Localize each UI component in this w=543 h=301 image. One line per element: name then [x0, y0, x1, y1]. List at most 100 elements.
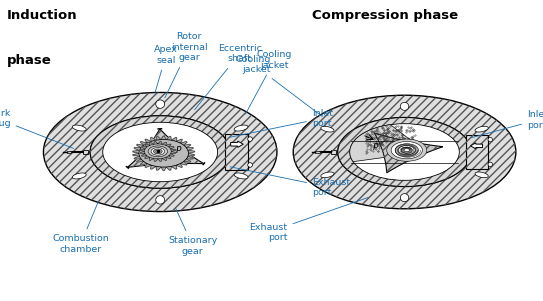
Polygon shape — [128, 129, 204, 167]
Bar — [466, 135, 488, 169]
Polygon shape — [142, 154, 147, 156]
Polygon shape — [133, 150, 140, 153]
Text: Cooling
jacket: Cooling jacket — [236, 55, 322, 116]
Polygon shape — [158, 141, 162, 144]
Polygon shape — [186, 148, 193, 150]
Ellipse shape — [321, 126, 334, 132]
Ellipse shape — [234, 125, 248, 131]
Polygon shape — [154, 159, 158, 161]
Ellipse shape — [103, 122, 218, 182]
Polygon shape — [331, 150, 336, 154]
Circle shape — [139, 140, 188, 167]
Polygon shape — [172, 165, 177, 169]
Polygon shape — [134, 156, 141, 159]
Text: Compression phase: Compression phase — [312, 9, 458, 22]
Circle shape — [151, 147, 165, 155]
Text: Rotor
internal
gear: Rotor internal gear — [165, 32, 207, 98]
Polygon shape — [172, 138, 177, 141]
Polygon shape — [137, 159, 144, 162]
Polygon shape — [145, 139, 151, 143]
Polygon shape — [169, 147, 174, 149]
Polygon shape — [166, 136, 172, 140]
Polygon shape — [134, 148, 141, 150]
Polygon shape — [140, 151, 145, 154]
Circle shape — [154, 149, 162, 154]
Text: Induction: Induction — [7, 9, 77, 22]
Text: Eccentric
shaft: Eccentric shaft — [194, 44, 262, 110]
Ellipse shape — [338, 117, 471, 187]
Polygon shape — [140, 161, 147, 165]
Bar — [315, 151, 320, 153]
Polygon shape — [83, 150, 88, 154]
Polygon shape — [231, 141, 243, 147]
Polygon shape — [137, 144, 144, 148]
Ellipse shape — [475, 126, 488, 132]
Polygon shape — [144, 144, 150, 147]
Ellipse shape — [400, 102, 409, 110]
Polygon shape — [176, 139, 182, 143]
Ellipse shape — [156, 196, 165, 204]
Polygon shape — [156, 166, 161, 170]
Circle shape — [399, 145, 415, 155]
Polygon shape — [184, 144, 191, 148]
Polygon shape — [161, 136, 166, 140]
Ellipse shape — [156, 100, 165, 108]
Text: Exhaust
port: Exhaust port — [230, 167, 350, 197]
Polygon shape — [162, 142, 167, 145]
Polygon shape — [133, 153, 140, 156]
Polygon shape — [188, 150, 194, 153]
Bar — [225, 134, 248, 170]
Bar — [466, 135, 488, 169]
Polygon shape — [140, 141, 147, 145]
Polygon shape — [145, 163, 151, 167]
Text: Stationary
gear: Stationary gear — [168, 208, 218, 256]
Ellipse shape — [350, 124, 459, 180]
Text: P: P — [373, 143, 378, 152]
Polygon shape — [188, 153, 194, 156]
Polygon shape — [374, 133, 443, 173]
Text: P: P — [176, 146, 181, 155]
Polygon shape — [150, 138, 156, 141]
Circle shape — [395, 144, 419, 157]
Ellipse shape — [488, 138, 493, 142]
Polygon shape — [171, 151, 176, 154]
Text: Exhaust
port: Exhaust port — [250, 197, 369, 242]
Text: Inlet
port: Inlet port — [471, 110, 543, 138]
Text: Combustion
chamber: Combustion chamber — [53, 201, 109, 254]
Polygon shape — [161, 167, 166, 170]
Polygon shape — [166, 156, 171, 159]
Circle shape — [404, 149, 409, 152]
Polygon shape — [180, 141, 187, 145]
Polygon shape — [176, 163, 182, 167]
Ellipse shape — [475, 172, 488, 178]
Circle shape — [148, 146, 168, 157]
Text: Cooling
jacket: Cooling jacket — [245, 50, 292, 114]
Polygon shape — [158, 159, 162, 161]
Ellipse shape — [338, 117, 471, 187]
Ellipse shape — [248, 163, 252, 167]
Polygon shape — [162, 157, 167, 160]
Circle shape — [401, 147, 412, 153]
Bar — [67, 151, 72, 153]
Ellipse shape — [234, 173, 248, 179]
Polygon shape — [470, 143, 482, 149]
Polygon shape — [166, 144, 171, 147]
Polygon shape — [140, 149, 145, 151]
Ellipse shape — [321, 172, 334, 178]
Polygon shape — [150, 165, 156, 169]
Ellipse shape — [72, 125, 86, 131]
Text: Inlet
port: Inlet port — [230, 109, 333, 137]
Bar — [225, 134, 248, 170]
Polygon shape — [186, 156, 193, 159]
Polygon shape — [180, 161, 187, 165]
Polygon shape — [144, 156, 150, 159]
Ellipse shape — [72, 173, 86, 179]
Polygon shape — [169, 154, 174, 156]
Ellipse shape — [90, 116, 230, 188]
Polygon shape — [166, 166, 172, 170]
Ellipse shape — [293, 95, 516, 209]
Polygon shape — [142, 147, 147, 149]
Polygon shape — [350, 125, 413, 162]
Ellipse shape — [400, 194, 409, 202]
Ellipse shape — [90, 116, 230, 188]
